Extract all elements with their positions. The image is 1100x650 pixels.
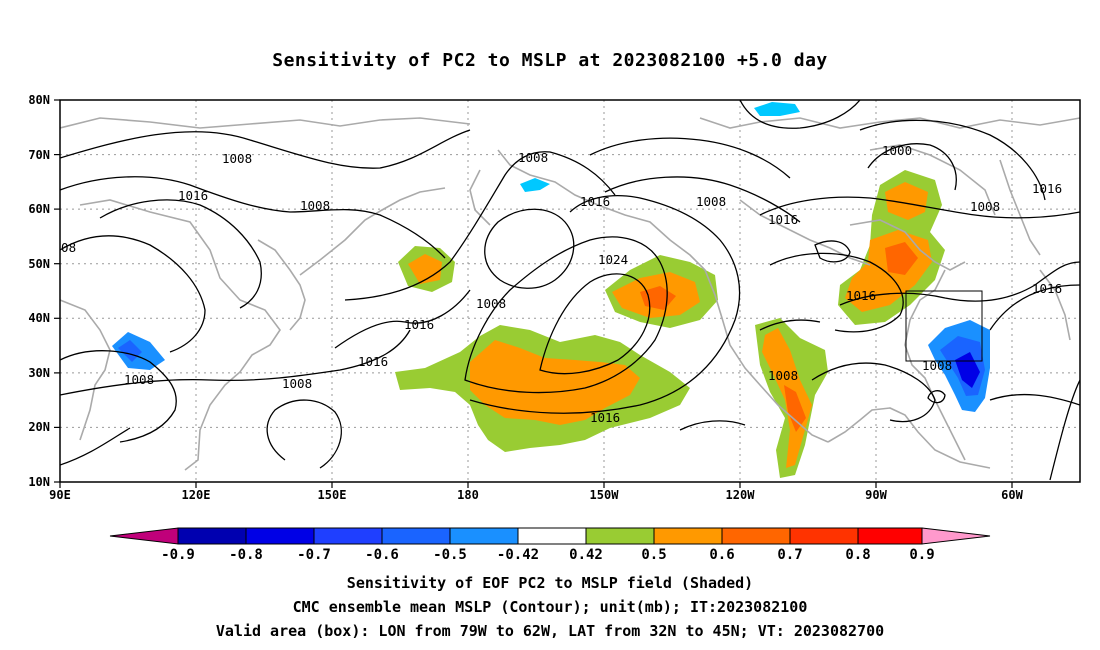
contour-label: 1008 bbox=[124, 372, 154, 387]
shade-dateline-orange bbox=[408, 254, 442, 284]
colorbar-cell bbox=[517, 527, 587, 545]
contour-label: 1008 bbox=[970, 199, 1000, 214]
colorbar-cell bbox=[789, 527, 859, 545]
caption-line-1: Sensitivity of EOF PC2 to MSLP field (Sh… bbox=[346, 574, 754, 592]
contour-labels: 1008 1016 1008 1008 1008 1016 1008 1016 … bbox=[46, 143, 1062, 425]
caption-line-3: Valid area (box): LON from 79W to 62W, L… bbox=[215, 622, 885, 640]
contour-label: 1008 bbox=[282, 376, 312, 391]
contour-label: 1008 bbox=[300, 198, 330, 213]
colorbar-label: 0.6 bbox=[709, 547, 734, 563]
shade-canada-dark bbox=[885, 242, 918, 275]
contour-label: 1000 bbox=[882, 143, 912, 158]
colorbar-label: 0.42 bbox=[569, 547, 603, 563]
contour-label: 1016 bbox=[404, 317, 434, 332]
colorbar-cell bbox=[381, 527, 451, 545]
latitude-labels: 80N 70N 60N 50N 40N 30N 20N 10N bbox=[28, 93, 50, 489]
colorbar-cell bbox=[721, 527, 791, 545]
colorbar-cell bbox=[857, 527, 923, 545]
colorbar-cell bbox=[921, 527, 991, 545]
lon-label: 120W bbox=[726, 488, 756, 502]
colorbar-label: -0.5 bbox=[433, 547, 467, 563]
shade-arctic-blue bbox=[754, 102, 800, 116]
lon-label: 120E bbox=[182, 488, 211, 502]
colorbar-label: 0.9 bbox=[909, 547, 934, 563]
lat-label: 80N bbox=[28, 93, 50, 107]
lon-label: 150E bbox=[318, 488, 347, 502]
contour-label: 1008 bbox=[696, 194, 726, 209]
lat-label: 10N bbox=[28, 475, 50, 489]
lon-label: 90E bbox=[49, 488, 71, 502]
figure-title: Sensitivity of PC2 to MSLP at 2023082100… bbox=[272, 50, 828, 71]
colorbar-label: -0.42 bbox=[497, 547, 539, 563]
colorbar-cell bbox=[653, 527, 723, 545]
contour-label: 1008 bbox=[46, 240, 76, 255]
shade-bering-blue bbox=[520, 178, 550, 192]
contour-label: 1016 bbox=[768, 212, 798, 227]
lon-label: 60W bbox=[1001, 488, 1023, 502]
lon-label: 150W bbox=[590, 488, 620, 502]
colorbar-label: 0.5 bbox=[641, 547, 666, 563]
colorbar-cell bbox=[245, 527, 315, 545]
colorbar-label: -0.8 bbox=[229, 547, 263, 563]
colorbar-cell bbox=[313, 527, 383, 545]
contour-label: 1016 bbox=[1032, 181, 1062, 196]
contour-label: 1008 bbox=[518, 150, 548, 165]
caption-line-2: CMC ensemble mean MSLP (Contour); unit(m… bbox=[292, 598, 808, 616]
sensitivity-shading bbox=[112, 102, 990, 478]
mslp-contours bbox=[60, 100, 1080, 481]
shade-pacific-orange bbox=[470, 340, 640, 425]
shade-mexico-dark bbox=[784, 385, 806, 432]
valid-area-box bbox=[905, 290, 983, 362]
contour-label: 1016 bbox=[178, 188, 208, 203]
colorbar-label: 0.8 bbox=[845, 547, 870, 563]
contour-label: 1008 bbox=[768, 368, 798, 383]
lat-label: 30N bbox=[28, 366, 50, 380]
longitude-labels: 90E 120E 150E 180 150W 120W 90W 60W bbox=[49, 488, 1023, 502]
map-frame bbox=[59, 99, 1081, 483]
colorbar-cell bbox=[109, 527, 179, 545]
contour-label: 1008 bbox=[922, 358, 952, 373]
contour-label: 1016 bbox=[580, 194, 610, 209]
lat-label: 50N bbox=[28, 257, 50, 271]
shade-canada-orange bbox=[885, 182, 928, 220]
lat-label: 60N bbox=[28, 202, 50, 216]
colorbar-label: -0.7 bbox=[297, 547, 331, 563]
contour-label: 1024 bbox=[598, 252, 628, 267]
colorbar bbox=[109, 527, 991, 545]
lat-label: 20N bbox=[28, 420, 50, 434]
contour-label: 1016 bbox=[846, 288, 876, 303]
colorbar-labels: -0.9 -0.8 -0.7 -0.6 -0.5 -0.42 0.42 0.5 … bbox=[161, 547, 935, 563]
contour-label: 1008 bbox=[476, 296, 506, 311]
contour-label: 1016 bbox=[358, 354, 388, 369]
lon-label: 90W bbox=[865, 488, 887, 502]
axis-ticks bbox=[54, 99, 1013, 488]
coastlines bbox=[60, 117, 1080, 471]
contour-label: 1016 bbox=[1032, 281, 1062, 296]
colorbar-cell bbox=[585, 527, 655, 545]
lat-label: 70N bbox=[28, 148, 50, 162]
colorbar-label: 0.7 bbox=[777, 547, 802, 563]
contour-label: 1016 bbox=[590, 410, 620, 425]
lon-label: 180 bbox=[457, 488, 479, 502]
colorbar-cell bbox=[177, 527, 247, 545]
colorbar-label: -0.6 bbox=[365, 547, 399, 563]
colorbar-label: -0.9 bbox=[161, 547, 195, 563]
shade-china-blue2 bbox=[118, 340, 142, 362]
contour-label: 1008 bbox=[222, 151, 252, 166]
lat-label: 40N bbox=[28, 311, 50, 325]
colorbar-cell bbox=[449, 527, 519, 545]
